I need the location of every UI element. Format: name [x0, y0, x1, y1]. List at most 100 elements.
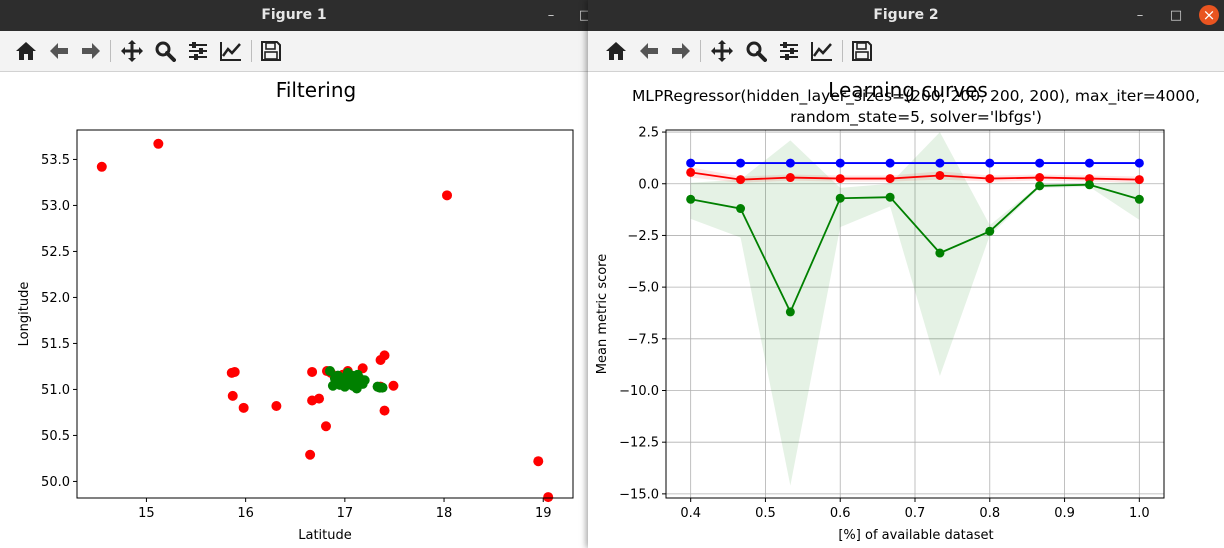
scatter-point — [388, 380, 399, 391]
series-point — [1084, 180, 1094, 190]
y-tick-label: 52.5 — [41, 245, 70, 260]
chart-subtitle-line-2: random_state=5, solver='lbfgs') — [790, 108, 1042, 127]
window-title: Figure 1 — [261, 7, 327, 23]
subplots-config-icon[interactable] — [185, 38, 211, 64]
scatter-point — [359, 375, 370, 386]
y-tick-label: 51.0 — [41, 383, 70, 398]
y-tick-label: 53.5 — [41, 153, 70, 168]
scatter-point — [533, 456, 544, 467]
series-line — [690, 171, 1140, 181]
forward-arrow-icon[interactable] — [78, 38, 104, 64]
maximize-button[interactable]: □ — [1169, 8, 1183, 23]
learning-curves-chart: Learning curves MLPRegressor(hidden_laye… — [595, 78, 1200, 543]
series-point — [985, 174, 995, 184]
home-icon[interactable] — [13, 38, 39, 64]
series-point — [785, 158, 795, 168]
back-arrow-icon[interactable] — [46, 38, 72, 64]
chart-title: Learning curves — [828, 78, 988, 102]
window-title: Figure 2 — [873, 7, 939, 23]
series-point — [1035, 181, 1045, 191]
edit-axes-icon[interactable] — [809, 38, 835, 64]
scatter-point — [238, 402, 249, 413]
scatter-point — [352, 369, 363, 380]
y-tick-label: −5.0 — [627, 281, 659, 296]
edit-axes-icon[interactable] — [218, 38, 244, 64]
series-point — [935, 248, 945, 258]
minimize-button[interactable]: – — [1136, 8, 1144, 23]
y-tick-label: −2.5 — [627, 229, 659, 244]
series-point — [736, 175, 746, 185]
figure-1-window: Figure 1 – □ Filtering 15 16 17 18 19 50.0 50.… — [0, 0, 588, 548]
zoom-magnifier-icon[interactable] — [152, 38, 178, 64]
x-tick-label: 16 — [237, 506, 254, 521]
maximize-button[interactable]: □ — [578, 8, 588, 23]
scatter-point — [332, 370, 343, 381]
confidence-band — [690, 167, 1140, 183]
series-point — [1084, 174, 1094, 184]
chart-title: Filtering — [276, 78, 356, 102]
series-point — [686, 167, 696, 177]
series-point — [686, 194, 696, 204]
series-point — [736, 158, 746, 168]
series-point — [1134, 158, 1144, 168]
home-icon[interactable] — [603, 38, 629, 64]
title-bar[interactable]: Figure 2 – □ × — [588, 0, 1224, 31]
minimize-button[interactable]: – — [547, 8, 555, 23]
series-point — [1134, 194, 1144, 204]
y-tick-label: 52.0 — [41, 291, 70, 306]
series-point — [835, 193, 845, 203]
y-tick-label: −7.5 — [627, 332, 659, 347]
series-point — [835, 174, 845, 184]
scatter-point — [543, 492, 554, 503]
close-button[interactable]: × — [1199, 5, 1219, 25]
scatter-point — [96, 161, 107, 172]
scatter-point — [314, 393, 325, 404]
series-point — [1134, 175, 1144, 185]
scatter-point — [153, 138, 164, 149]
matplotlib-toolbar — [588, 31, 1224, 72]
y-axis-label: Mean metric score — [595, 254, 610, 374]
series-point — [885, 174, 895, 184]
save-floppy-icon[interactable] — [849, 38, 875, 64]
x-tick-label: 0.9 — [1054, 506, 1075, 521]
save-floppy-icon[interactable] — [258, 38, 284, 64]
series-point — [1035, 173, 1045, 183]
series-point — [935, 170, 945, 180]
x-axis-label: [%] of available dataset — [838, 528, 993, 543]
scatter-point — [339, 381, 350, 392]
y-tick-label: 53.0 — [41, 199, 70, 214]
x-tick-label: 0.6 — [830, 506, 851, 521]
scatter-point — [324, 366, 335, 377]
x-tick-label: 18 — [436, 506, 453, 521]
pan-move-icon[interactable] — [119, 38, 145, 64]
y-tick-label: 50.5 — [41, 429, 70, 444]
axes-frame — [76, 129, 574, 499]
series-point — [785, 173, 795, 183]
series-point — [1084, 158, 1094, 168]
scatter-point — [377, 382, 388, 393]
figure-2-window: Figure 2 – □ × Learning curves MLPRegres… — [588, 0, 1224, 548]
back-arrow-icon[interactable] — [636, 38, 662, 64]
series-point — [835, 158, 845, 168]
scatter-point — [379, 405, 390, 416]
series-point — [736, 204, 746, 214]
x-axis-label: Latitude — [298, 528, 352, 543]
series-point — [785, 307, 795, 317]
x-tick-label: 0.8 — [979, 506, 1000, 521]
subplots-config-icon[interactable] — [776, 38, 802, 64]
pan-move-icon[interactable] — [709, 38, 735, 64]
scatter-point — [229, 366, 240, 377]
title-bar[interactable]: Figure 1 – □ — [0, 0, 588, 31]
series-point — [1035, 158, 1045, 168]
series-point — [686, 158, 696, 168]
x-tick-label: 19 — [535, 506, 552, 521]
scatter-point — [320, 421, 331, 432]
close-icon: × — [1202, 6, 1216, 24]
zoom-magnifier-icon[interactable] — [743, 38, 769, 64]
forward-arrow-icon[interactable] — [668, 38, 694, 64]
series-point — [935, 158, 945, 168]
y-tick-label: −15.0 — [619, 487, 659, 502]
scatter-point — [305, 449, 316, 460]
axes-frame — [665, 129, 1165, 499]
series-point — [985, 226, 995, 236]
